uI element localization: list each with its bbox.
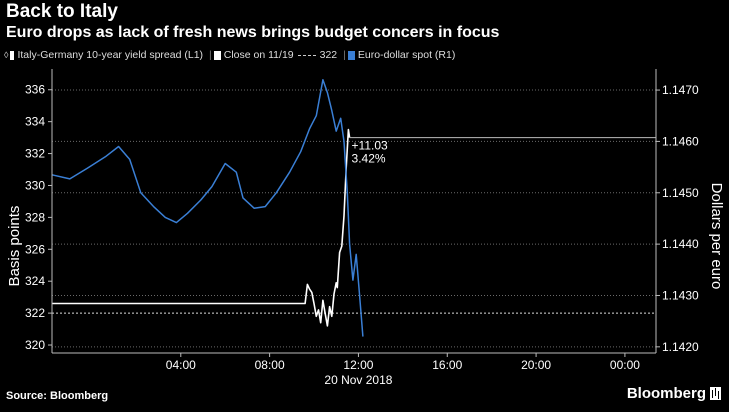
legend-item-close: Close on 11/19 322 [213, 49, 338, 61]
series-lines [51, 79, 364, 337]
left-axis-tick-label: 320 [25, 338, 45, 352]
right-axis-tick-label: 1.1440 [662, 237, 699, 251]
left-axis-tick-label: 322 [25, 306, 45, 320]
left-axis-tick-label: 336 [25, 83, 45, 97]
axes: 320 322 324 326 328 330 332 334 336 1.1420 1.1430 1… [6, 69, 725, 387]
legend: ◊ Italy-Germany 10-year yield spread (L1… [4, 49, 459, 61]
left-axis-tick-label: 332 [25, 147, 45, 161]
chart-title: Back to Italy [6, 1, 118, 22]
bloomberg-chart-icon [710, 387, 721, 400]
gridlines [52, 89, 656, 348]
x-axis-label: 20 Nov 2018 [324, 373, 392, 387]
x-axis-tick-label: 12:00 [343, 358, 373, 372]
x-axis-tick-label: 16:00 [432, 358, 462, 372]
change-annotation: +11.03 [352, 139, 388, 153]
x-axis-tick-label: 04:00 [166, 358, 196, 372]
percent-annotation: 3.42% [352, 152, 386, 166]
spread-swatch-icon [10, 50, 15, 60]
spread-symbol-icon: ◊ [4, 50, 9, 60]
eurusd-series-line [51, 79, 364, 337]
dashed-line-icon [297, 54, 316, 56]
right-axis-tick-label: 1.1450 [662, 186, 699, 200]
right-axis-tick-label: 1.1470 [662, 83, 699, 97]
eurusd-swatch-icon [347, 50, 355, 60]
right-axis-tick-label: 1.1460 [662, 134, 699, 148]
left-axis-tick-label: 330 [25, 178, 45, 192]
spread-series-line [52, 128, 351, 327]
annotations: +11.033.42% [349, 137, 656, 166]
left-axis-title: Basis points [6, 206, 23, 287]
left-axis-tick-label: 324 [25, 274, 45, 288]
legend-separator-icon: | [209, 49, 212, 61]
brand-name: Bloomberg [626, 385, 706, 402]
right-axis-tick-label: 1.1430 [662, 288, 699, 302]
legend-item-eurusd: Euro-dollar spot (R1) [347, 49, 456, 61]
legend-item-spread: ◊ Italy-Germany 10-year yield spread (L1… [4, 49, 203, 61]
legend-close-value: 322 [319, 49, 338, 61]
close-swatch-icon [213, 50, 221, 60]
left-axis-tick-label: 326 [25, 242, 45, 256]
x-axis-tick-label: 20:00 [521, 358, 551, 372]
left-axis-tick-label: 334 [25, 115, 45, 129]
brand-logo: Bloomberg [627, 385, 721, 402]
x-axis-tick-label: 00:00 [610, 358, 640, 372]
source-note: Source: Bloomberg [6, 390, 109, 402]
legend-separator-icon: | [343, 49, 346, 61]
legend-close-label: Close on 11/19 [223, 49, 294, 61]
chart-subtitle: Euro drops as lack of fresh news brings … [6, 24, 500, 41]
legend-eurusd-label: Euro-dollar spot (R1) [357, 49, 456, 61]
x-axis-tick-label: 08:00 [255, 358, 285, 372]
legend-spread-label: Italy-Germany 10-year yield spread (L1) [17, 49, 204, 61]
right-axis-tick-label: 1.1420 [662, 340, 699, 354]
left-axis-tick-label: 328 [25, 210, 45, 224]
right-axis-title: Dollars per euro [708, 183, 725, 290]
